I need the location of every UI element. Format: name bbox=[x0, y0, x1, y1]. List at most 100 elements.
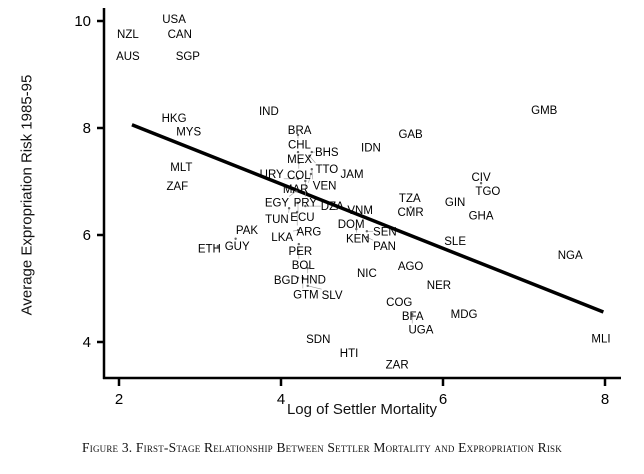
x-tick-label: 8 bbox=[601, 391, 609, 408]
point-label-tun: TUN bbox=[265, 214, 289, 226]
point-marker bbox=[234, 237, 237, 240]
point-marker bbox=[365, 230, 369, 233]
y-tick-label: 8 bbox=[83, 120, 91, 137]
point-label-cmr: CMR bbox=[397, 207, 423, 219]
point-label-ecu: ECU bbox=[290, 212, 314, 224]
point-marker bbox=[296, 201, 300, 205]
point-label-ind: IND bbox=[259, 106, 279, 118]
leader-line bbox=[308, 173, 312, 183]
leader-line bbox=[311, 169, 314, 180]
point-label-hkg: HKG bbox=[162, 113, 187, 125]
point-label-aus: AUS bbox=[116, 51, 140, 63]
point-marker bbox=[306, 284, 309, 288]
point-marker bbox=[296, 210, 299, 214]
point-marker bbox=[306, 266, 309, 270]
point-marker bbox=[365, 235, 369, 239]
point-label-mdg: MDG bbox=[451, 309, 478, 321]
point-marker bbox=[297, 242, 301, 246]
y-tick-label: 6 bbox=[83, 227, 91, 244]
point-label-zaf: ZAF bbox=[166, 181, 188, 193]
point-marker bbox=[296, 177, 300, 181]
point-label-can: CAN bbox=[168, 29, 192, 41]
point-label-sgp: SGP bbox=[176, 51, 201, 63]
point-marker bbox=[296, 276, 300, 279]
figure-caption: Figure 3. First-Stage Relationship Betwe… bbox=[82, 440, 562, 455]
y-tick-label: 4 bbox=[83, 334, 91, 351]
regression-line bbox=[131, 123, 605, 314]
point-label-ury: URY bbox=[260, 169, 284, 181]
point-label-gab: GAB bbox=[398, 129, 423, 141]
point-label-pry: PRY bbox=[294, 198, 318, 210]
point-label-mli: MLI bbox=[591, 333, 610, 345]
point-label-nzl: NZL bbox=[117, 29, 139, 41]
point-marker bbox=[297, 161, 301, 164]
point-label-gin: GIN bbox=[445, 197, 465, 209]
point-label-dza: DZA bbox=[321, 201, 344, 213]
point-marker bbox=[479, 181, 483, 185]
point-label-gmb: GMB bbox=[531, 105, 558, 117]
point-label-tgo: TGO bbox=[475, 186, 500, 198]
point-label-col: COL bbox=[287, 170, 311, 182]
point-marker bbox=[216, 245, 220, 248]
point-label-mys: MYS bbox=[176, 126, 201, 138]
point-label-ago: AGO bbox=[398, 261, 424, 273]
point-label-bhs: BHS bbox=[315, 147, 339, 159]
point-label-mlt: MLT bbox=[170, 162, 192, 174]
y-tick-label: 10 bbox=[74, 13, 91, 30]
point-label-mex: MEX bbox=[287, 154, 312, 166]
point-label-bol: BOL bbox=[292, 260, 316, 272]
point-label-per: PER bbox=[289, 246, 313, 258]
point-label-slv: SLV bbox=[322, 290, 343, 302]
point-label-nga: NGA bbox=[558, 250, 583, 262]
point-marker bbox=[355, 227, 358, 231]
point-label-cog: COG bbox=[386, 297, 412, 309]
point-label-usa: USA bbox=[162, 14, 186, 26]
point-marker bbox=[295, 189, 298, 193]
point-label-zar: ZAR bbox=[386, 359, 409, 371]
point-label-mar: MAR bbox=[283, 184, 309, 196]
point-label-egy: EGY bbox=[265, 197, 290, 209]
x-tick-label: 4 bbox=[277, 391, 285, 408]
leader-line bbox=[309, 155, 316, 164]
point-label-lka: LKA bbox=[271, 232, 293, 244]
point-marker bbox=[310, 150, 313, 154]
point-label-ven: VEN bbox=[313, 180, 337, 192]
point-label-bgd: BGD bbox=[274, 275, 299, 287]
point-marker bbox=[411, 312, 414, 316]
y-axis-label: Average Expropriation Risk 1985-95 bbox=[18, 74, 36, 316]
point-marker bbox=[296, 133, 300, 137]
point-marker bbox=[308, 154, 311, 158]
point-marker bbox=[297, 249, 301, 253]
point-label-ken: KEN bbox=[346, 234, 370, 246]
point-label-jam: JAM bbox=[341, 169, 364, 181]
point-label-idn: IDN bbox=[361, 142, 381, 154]
x-axis-label: Log of Settler Mortality bbox=[286, 401, 438, 418]
point-marker bbox=[409, 205, 412, 209]
leader-lines bbox=[216, 133, 483, 324]
point-label-tto: TTO bbox=[315, 164, 338, 176]
point-marker bbox=[309, 172, 313, 176]
point-label-ner: NER bbox=[427, 280, 451, 292]
point-marker bbox=[304, 179, 307, 183]
point-label-chl: CHL bbox=[288, 139, 312, 151]
point-label-eth: ETH bbox=[198, 244, 221, 256]
point-marker bbox=[301, 276, 305, 279]
point-label-gha: GHA bbox=[469, 211, 494, 223]
point-marker bbox=[304, 204, 307, 208]
point-label-bra: BRA bbox=[288, 125, 312, 137]
x-tick-label: 2 bbox=[115, 391, 123, 408]
point-label-bfa: BFA bbox=[402, 311, 424, 323]
point-label-gtm: GTM bbox=[293, 289, 319, 301]
point-label-guy: GUY bbox=[225, 241, 250, 253]
point-label-tza: TZA bbox=[399, 193, 421, 205]
point-label-nic: NIC bbox=[357, 268, 377, 280]
leader-line bbox=[288, 190, 297, 197]
point-label-uga: UGA bbox=[408, 324, 433, 336]
x-tick-label: 6 bbox=[439, 391, 447, 408]
point-label-dom: DOM bbox=[338, 219, 365, 231]
point-label-pak: PAK bbox=[236, 225, 258, 237]
point-label-vnm: VNM bbox=[347, 205, 373, 217]
point-label-arg: ARG bbox=[296, 226, 321, 238]
point-label-sen: SEN bbox=[373, 226, 397, 238]
